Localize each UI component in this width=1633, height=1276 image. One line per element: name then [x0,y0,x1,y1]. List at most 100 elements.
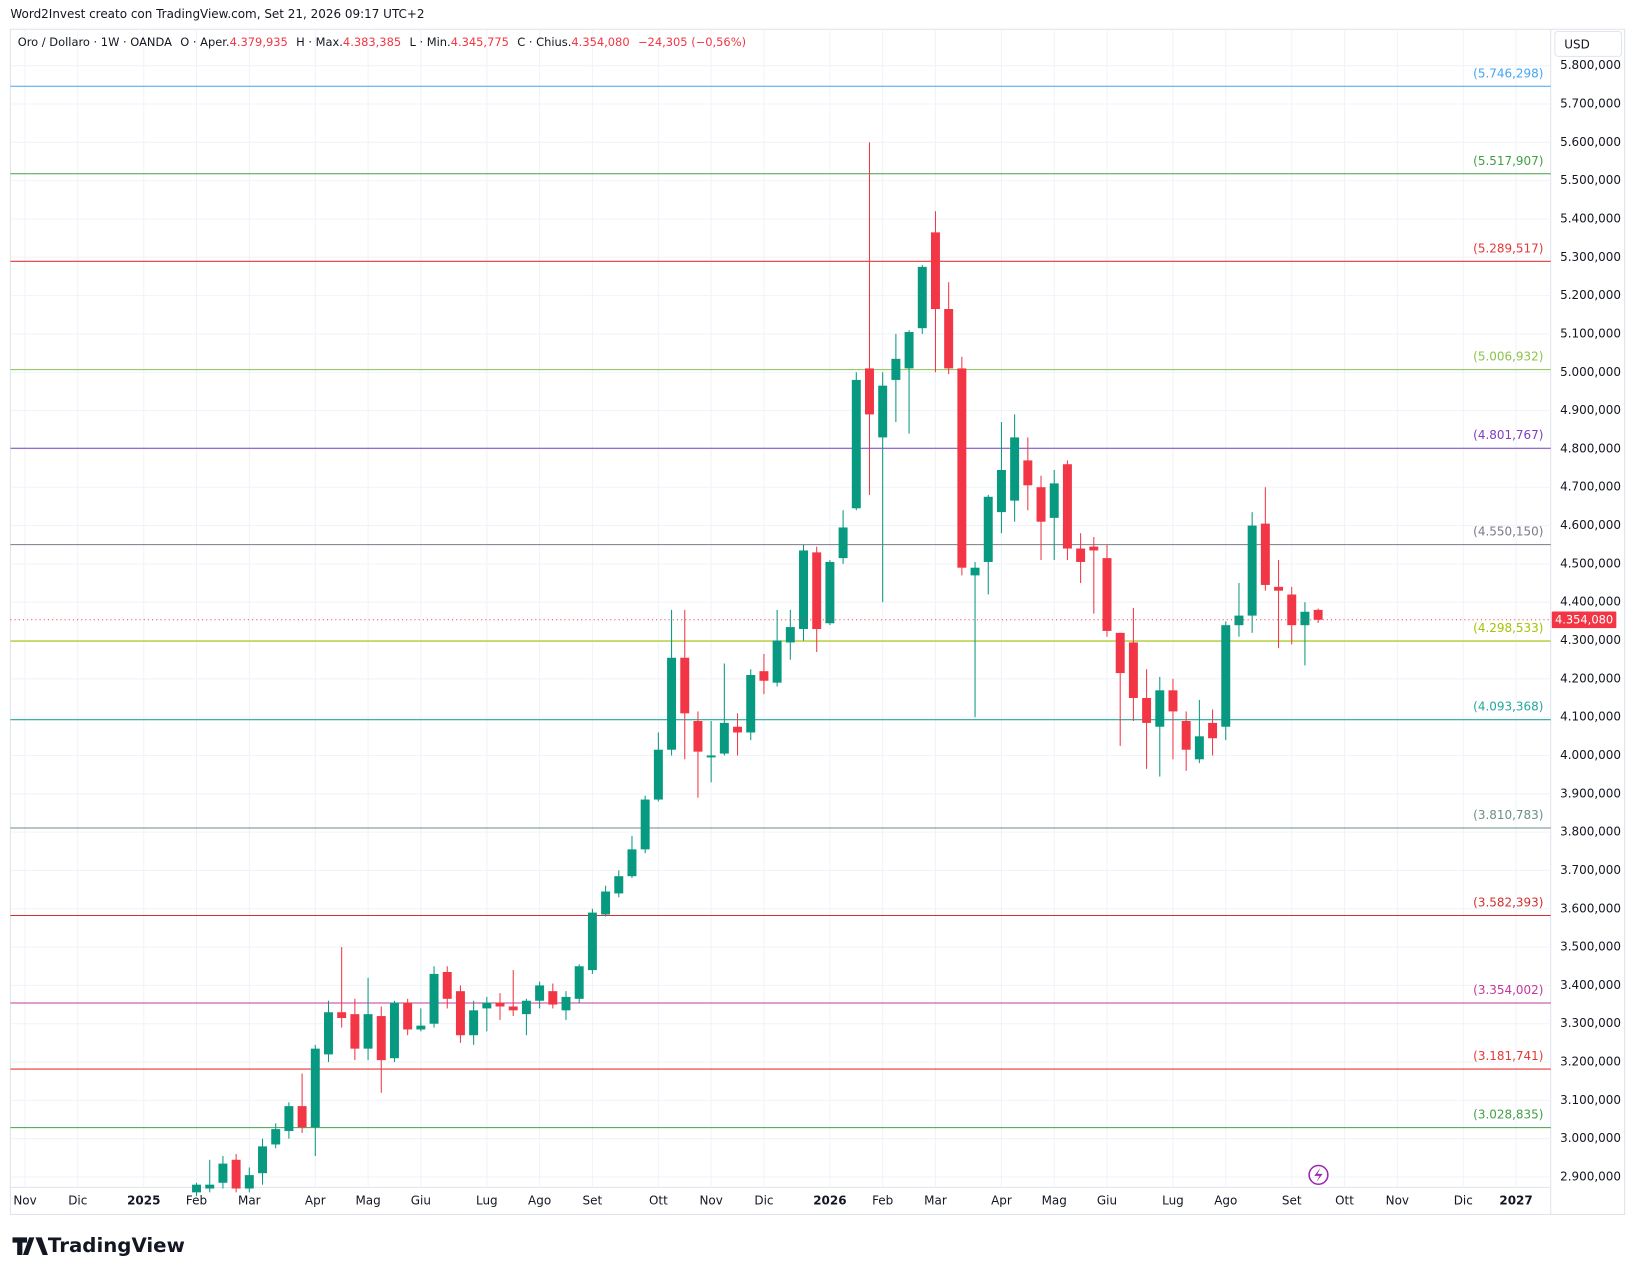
candle-body [389,1002,399,1059]
candle-body [838,527,848,559]
y-tick-label: 3.500,000 [1560,940,1621,954]
x-tick-label: Nov [1386,1193,1409,1207]
y-tick-label: 4.400,000 [1560,595,1621,609]
x-tick-label: Ott [1335,1193,1354,1207]
candle-body [1260,523,1270,585]
candle-body [297,1106,307,1128]
y-tick-label: 3.400,000 [1560,978,1621,992]
x-tick-label: 2025 [127,1193,160,1207]
y-tick-label: 4.800,000 [1560,441,1621,455]
candle-body [944,309,954,369]
candle-body [970,567,980,576]
candle-body [851,379,861,509]
level-label: (5.289,517) [1473,241,1543,255]
level-label: (5.006,932) [1473,350,1543,364]
candle-body [231,1159,241,1189]
y-tick-label: 3.900,000 [1560,786,1621,800]
candle-body [271,1129,281,1145]
candle-body [1062,464,1072,549]
candle-body [455,991,465,1036]
candle-body [1287,594,1297,626]
x-tick-label: Nov [13,1193,36,1207]
candle-body [1102,558,1112,631]
y-tick-label: 5.200,000 [1560,288,1621,302]
level-label: (4.298,533) [1473,621,1543,635]
x-tick-label: Lug [476,1193,498,1207]
legend-key: L · Min. [409,34,450,48]
y-tick-label: 2.900,000 [1560,1170,1621,1184]
y-tick-label: 5.400,000 [1560,211,1621,225]
level-label: (5.517,907) [1473,154,1543,168]
candle-body [495,1002,505,1007]
candle-body [891,358,901,380]
level-label: (4.550,150) [1473,525,1543,539]
candle-body [403,1002,413,1030]
x-tick-label: Ott [649,1193,668,1207]
legend-value: 4.345,775 [451,34,509,48]
level-label: (3.810,783) [1473,808,1543,822]
legend-value: 4.354,080 [571,34,629,48]
event-bolt [1314,1167,1323,1183]
candle-body [601,891,611,915]
y-tick-label: 5.000,000 [1560,365,1621,379]
candle-body [337,1012,347,1018]
candle-body [772,640,782,683]
candle-body [548,991,558,1005]
x-tick-label: Giu [411,1193,431,1207]
candle-body [1221,625,1231,727]
candle-body [1128,642,1138,698]
legend-key: O · Aper. [180,34,229,48]
level-label: (3.354,002) [1473,983,1543,997]
x-tick-label: Apr [305,1193,326,1207]
y-tick-label: 5.300,000 [1560,250,1621,264]
candle-body [614,876,624,894]
header: Word2Invest creato con TradingView.com, … [10,7,424,21]
candle-body [957,368,967,568]
candle-body [667,657,677,750]
legend: Oro / Dollaro · 1W · OANDA O · Aper.4.379… [18,34,746,48]
candle-body [574,966,584,999]
currency-box [1554,30,1623,57]
candle-body [442,971,452,999]
candle-body [653,749,663,800]
y-tick-label: 5.100,000 [1560,326,1621,340]
candle-body [785,627,795,643]
x-tick-label: 2026 [813,1193,846,1207]
candle-body [759,671,769,681]
candle-body [1194,736,1204,760]
y-tick-label: 3.700,000 [1560,863,1621,877]
y-tick-label: 3.200,000 [1560,1055,1621,1069]
y-tick-label: 5.700,000 [1560,96,1621,110]
y-tick-label: 3.100,000 [1560,1093,1621,1107]
brand: TradingView [48,1234,185,1257]
candle-body [324,1012,333,1055]
candle-body [904,332,914,369]
x-tick-label: 2027 [1499,1193,1532,1207]
candle-body [1076,548,1086,562]
candle-body [1023,460,1033,486]
x-tick-label: Dic [1454,1193,1473,1207]
y-tick-label: 4.300,000 [1560,633,1621,647]
candle-body [719,722,729,754]
candle-body [376,1016,386,1061]
candle-body [284,1106,294,1132]
x-tick-label: Set [583,1193,603,1207]
candle-body [205,1184,215,1189]
level-label: (3.181,741) [1473,1049,1543,1063]
candle-body [535,985,545,1001]
chart-frame [9,28,1626,1215]
level-label: (4.093,368) [1473,700,1543,714]
x-tick-label: Ago [528,1193,551,1207]
x-tick-label: Mar [238,1193,261,1207]
x-tick-label: Ago [1214,1193,1237,1207]
candle-body [244,1175,254,1189]
candle-body [350,1014,360,1049]
x-tick-label: Dic [754,1193,773,1207]
candle-body [1010,437,1020,501]
candle-body [799,550,808,630]
legend-change: −24,305 (−0,56%) [638,34,746,48]
candle-body [482,1002,492,1009]
x-tick-label: Set [1282,1193,1302,1207]
event-icon[interactable] [1308,1164,1329,1186]
